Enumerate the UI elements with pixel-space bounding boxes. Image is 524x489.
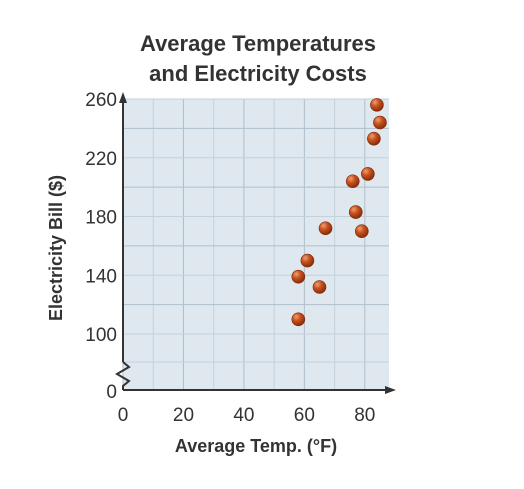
x-tick-label: 80	[354, 405, 375, 426]
x-axis-label: Average Temp. (°F)	[175, 436, 337, 456]
data-point	[354, 224, 369, 238]
y-tick-labels: 100 140 180 220 260 0	[85, 90, 117, 403]
y-tick-label: 260	[85, 90, 117, 111]
y-axis-break	[115, 361, 131, 390]
grid-lines	[122, 98, 389, 390]
data-point	[300, 253, 315, 268]
x-tick-label: 60	[294, 405, 315, 426]
data-point	[345, 174, 360, 189]
data-point	[373, 115, 387, 130]
data-point	[291, 269, 306, 284]
y-axis-label: Electricity Bill ($)	[46, 175, 66, 321]
plot-background	[123, 99, 389, 390]
data-point	[367, 131, 381, 146]
y-tick-label: 100	[85, 325, 117, 346]
y-tick-label: 220	[85, 149, 117, 170]
x-tick-label: 20	[173, 405, 194, 426]
x-tick-labels: 0 20 40 60 80	[118, 405, 376, 426]
x-tick-label: 40	[233, 405, 254, 426]
axes	[115, 92, 396, 394]
chart-title-line-1: Average Temperatures	[140, 31, 376, 56]
x-tick-label: 0	[118, 405, 129, 426]
data-point	[370, 98, 384, 112]
data-point	[318, 221, 333, 236]
y-tick-label: 180	[85, 208, 117, 229]
data-point	[361, 167, 375, 181]
x-axis-arrow	[385, 386, 396, 394]
chart-title: Average Temperatures and Electricity Cos…	[140, 31, 376, 86]
data-point	[348, 205, 363, 219]
data-point	[312, 280, 327, 294]
y-tick-label: 140	[85, 266, 117, 287]
y-tick-label-zero: 0	[106, 382, 117, 403]
data-point	[291, 312, 306, 327]
y-axis-arrow	[119, 92, 127, 103]
data-points	[291, 98, 387, 327]
chart-title-line-2: and Electricity Costs	[149, 61, 367, 86]
